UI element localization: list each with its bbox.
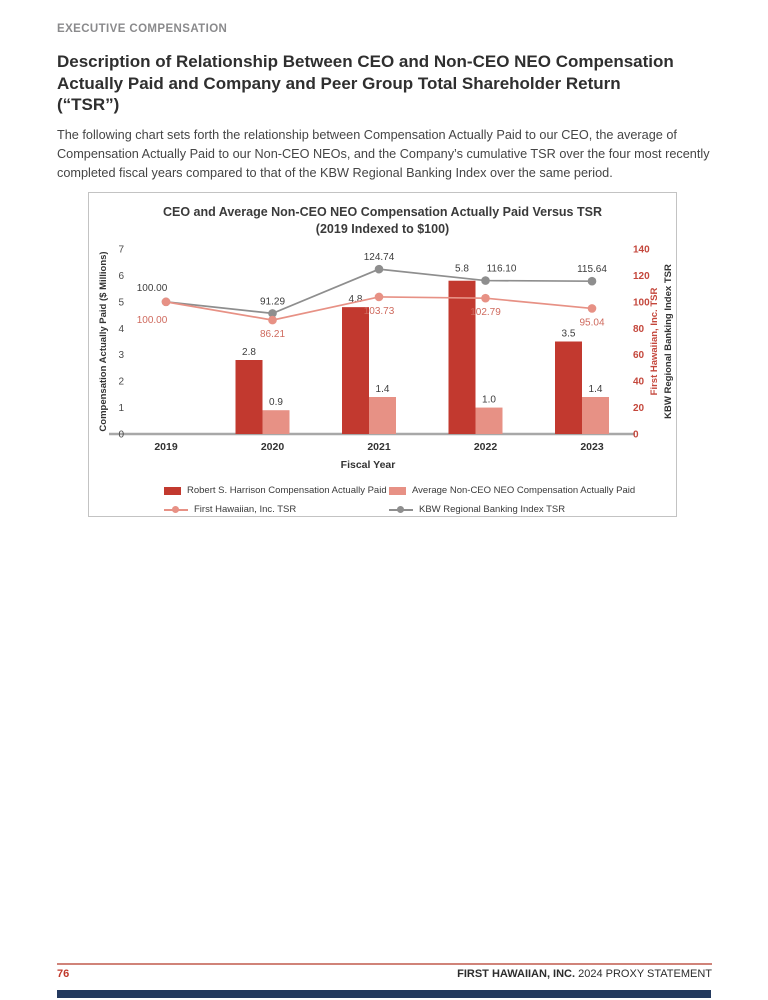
fhb-value-label: 86.21 (260, 329, 285, 340)
bar-value-label: 2.8 (242, 347, 256, 358)
legend-item-fhb-tsr: First Hawaiian, Inc. TSR (164, 504, 389, 515)
right-axis-tick: 140 (633, 245, 650, 256)
ceo-bar (342, 307, 369, 434)
ceo-bar (235, 360, 263, 434)
x-axis-category: 2019 (154, 441, 178, 453)
kbw-value-label: 100.00 (137, 283, 168, 294)
footer-company: FIRST HAWAIIAN, INC. (457, 968, 576, 980)
left-axis-tick: 2 (118, 377, 124, 388)
x-axis-category: 2023 (580, 441, 604, 453)
right-axis-tick: 60 (633, 350, 645, 361)
fhb-value-label: 102.79 (470, 307, 501, 318)
footer-navy-bar (57, 990, 711, 998)
legend-label-nonceo: Average Non-CEO NEO Compensation Actuall… (412, 485, 636, 496)
right-axis-tick: 100 (633, 297, 650, 308)
chart-title-sub: (2019 Indexed to $100) (315, 222, 450, 236)
tsr-line-marker (587, 304, 597, 313)
chart-legend: Robert S. Harrison Compensation Actually… (164, 485, 676, 515)
legend-line-marker-kbw (389, 505, 413, 514)
tsr-line-marker (161, 297, 171, 307)
legend-item-kbw-tsr: KBW Regional Banking Index TSR (389, 504, 676, 515)
chart-title-main: CEO and Average Non-CEO NEO Compensation… (163, 205, 602, 219)
tsr-line-marker (481, 276, 490, 285)
bar-value-label: 1.0 (482, 395, 496, 406)
bar-value-label: 1.4 (589, 384, 603, 395)
right-axis-title-fhb: First Hawaiian, Inc. TSR (649, 288, 660, 396)
page-title: Description of Relationship Between CEO … (57, 51, 717, 116)
x-axis-category: 2022 (474, 441, 498, 453)
footer-rule (57, 963, 712, 965)
tsr-line-marker (374, 292, 384, 302)
left-axis-tick: 1 (118, 403, 124, 414)
legend-item-nonceo: Average Non-CEO NEO Compensation Actuall… (389, 485, 676, 496)
left-axis-tick: 6 (118, 271, 124, 282)
tsr-line-marker (481, 293, 490, 303)
bar-value-label: 5.8 (455, 264, 469, 275)
intro-paragraph: The following chart sets forth the relat… (57, 128, 710, 180)
right-axis-tick: 20 (633, 403, 645, 414)
page-title-line-2: Actually Paid and Company and Peer Group… (57, 73, 621, 93)
tsr-line-marker (268, 309, 277, 318)
chart-title: CEO and Average Non-CEO NEO Compensation… (89, 193, 676, 245)
fhb-value-label: 95.04 (579, 317, 604, 328)
bar-value-label: 0.9 (269, 397, 283, 408)
page-title-line-1: Description of Relationship Between CEO … (57, 52, 674, 71)
legend-line-marker-fhb (164, 505, 188, 514)
kbw-value-label: 115.64 (577, 264, 607, 275)
left-axis-tick: 3 (118, 350, 124, 361)
compensation-tsr-chart: CEO and Average Non-CEO NEO Compensation… (88, 192, 677, 517)
legend-label-ceo: Robert S. Harrison Compensation Actually… (187, 485, 387, 496)
legend-item-ceo: Robert S. Harrison Compensation Actually… (164, 485, 389, 496)
bar-value-label: 1.4 (376, 384, 390, 395)
right-axis-tick: 0 (633, 430, 639, 441)
section-kicker: EXECUTIVE COMPENSATION (57, 23, 228, 35)
nonceo-bar (582, 397, 609, 434)
legend-label-kbw: KBW Regional Banking Index TSR (419, 504, 566, 515)
right-axis-tick: 40 (633, 377, 645, 388)
right-axis-tick: 80 (633, 324, 645, 335)
page-number: 76 (57, 968, 70, 980)
left-axis-title: Compensation Actually Paid ($ Millions) (98, 251, 109, 431)
kbw-value-label: 124.74 (364, 252, 395, 263)
left-axis-tick: 4 (118, 324, 124, 335)
left-axis-tick: 5 (118, 297, 124, 308)
legend-label-fhb: First Hawaiian, Inc. TSR (194, 504, 297, 515)
ceo-bar (555, 341, 582, 434)
footer-text: FIRST HAWAIIAN, INC. 2024 PROXY STATEMEN… (457, 968, 712, 980)
left-axis-tick: 7 (118, 245, 124, 256)
tsr-line-marker (374, 264, 384, 274)
chart-canvas: 0 1 2 3 4 5 6 7 0 20 40 60 80 100 120 140 2019 2020 2021 20… (98, 245, 674, 471)
kbw-value-label: 116.10 (487, 264, 517, 275)
page-title-line-3: (“TSR”) (57, 95, 120, 114)
tsr-line-marker (587, 276, 597, 286)
right-axis-title-kbw: KBW Regional Banking Index TSR (663, 264, 674, 419)
fhb-value-label: 103.73 (364, 306, 395, 317)
x-axis-title: Fiscal Year (341, 459, 396, 471)
tsr-line-marker (268, 315, 277, 325)
left-axis-tick: 0 (118, 430, 124, 441)
footer-document: 2024 PROXY STATEMENT (578, 968, 712, 980)
kbw-value-label: 91.29 (260, 296, 285, 307)
nonceo-bar (475, 407, 503, 434)
right-axis-tick: 120 (633, 271, 650, 282)
bar-value-label: 3.5 (562, 329, 576, 340)
bar-value-label: 4.8 (349, 294, 363, 305)
nonceo-bar (369, 397, 396, 434)
fhb-value-label: 100.00 (137, 315, 168, 326)
nonceo-bar (262, 410, 290, 434)
ceo-bar (448, 280, 476, 434)
x-axis-category: 2021 (367, 441, 391, 453)
legend-swatch-nonceo-bar (389, 486, 406, 495)
x-axis-category: 2020 (261, 441, 285, 453)
legend-swatch-ceo-bar (164, 486, 181, 495)
